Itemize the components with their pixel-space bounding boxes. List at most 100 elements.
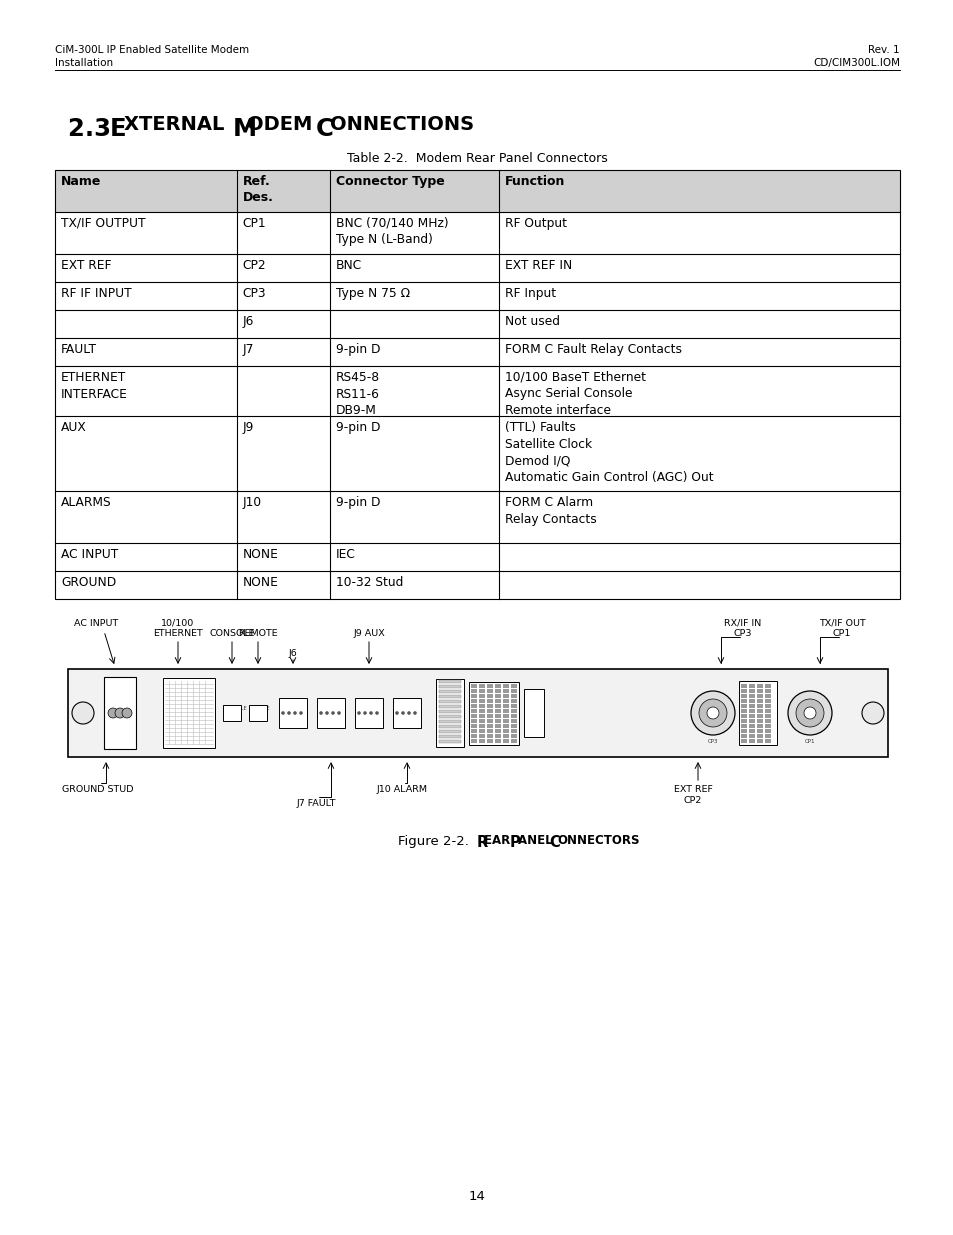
Bar (478, 688, 484, 693)
Circle shape (413, 711, 416, 715)
Text: CP3: CP3 (242, 287, 266, 300)
Text: TX/IF OUTPUT: TX/IF OUTPUT (61, 217, 146, 230)
Bar (478, 739, 484, 742)
Bar (478, 694, 484, 698)
Bar (471, 739, 476, 742)
Text: CP2: CP2 (242, 259, 266, 272)
Bar (502, 724, 509, 727)
Bar (764, 709, 770, 713)
Bar (478, 724, 484, 727)
Bar (764, 734, 770, 737)
Bar (438, 700, 460, 703)
Circle shape (356, 711, 360, 715)
Bar (486, 719, 493, 722)
Text: NONE: NONE (242, 548, 278, 561)
Bar (757, 688, 762, 693)
Text: XTERNAL: XTERNAL (124, 116, 231, 135)
Bar (486, 683, 493, 688)
Text: Ref.
Des.: Ref. Des. (242, 175, 274, 204)
Bar (471, 719, 476, 722)
Circle shape (706, 706, 719, 719)
Bar (764, 714, 770, 718)
Bar (739, 680, 776, 745)
Bar (502, 739, 509, 742)
Bar (495, 709, 500, 713)
Bar (502, 714, 509, 718)
Circle shape (299, 711, 302, 715)
Bar (163, 678, 214, 748)
Bar (438, 725, 460, 727)
Bar (757, 704, 762, 708)
Bar (764, 704, 770, 708)
Circle shape (407, 711, 411, 715)
Text: J9: J9 (242, 421, 253, 433)
Bar (757, 699, 762, 703)
Bar (55, 212, 899, 254)
Text: GROUND: GROUND (61, 576, 116, 589)
Bar (55, 571, 899, 599)
Text: BNC: BNC (335, 259, 361, 272)
Bar (55, 416, 899, 492)
Bar (495, 683, 500, 688)
Bar (748, 739, 754, 742)
Bar (438, 740, 460, 743)
Bar (740, 734, 746, 737)
Bar (523, 689, 543, 737)
Bar (511, 729, 517, 732)
Text: Installation: Installation (55, 58, 113, 68)
Bar (748, 729, 754, 732)
Bar (740, 704, 746, 708)
Text: TX/IF OUT: TX/IF OUT (818, 619, 864, 629)
Bar (495, 694, 500, 698)
Bar (438, 710, 460, 713)
Bar (757, 724, 762, 727)
Text: Rev. 1: Rev. 1 (867, 44, 899, 56)
Circle shape (325, 711, 329, 715)
Text: J9 AUX: J9 AUX (353, 629, 384, 638)
Bar (478, 714, 484, 718)
Bar (55, 310, 899, 338)
Bar (757, 683, 762, 688)
Circle shape (787, 692, 831, 735)
Bar (478, 699, 484, 703)
Bar (55, 170, 899, 212)
Text: Figure 2-2.: Figure 2-2. (397, 835, 476, 848)
Bar (478, 683, 484, 688)
Bar (748, 724, 754, 727)
Text: FORM C Alarm
Relay Contacts: FORM C Alarm Relay Contacts (504, 496, 596, 526)
Bar (486, 714, 493, 718)
Circle shape (293, 711, 296, 715)
Bar (764, 739, 770, 742)
Text: Not used: Not used (504, 315, 559, 329)
Text: J6: J6 (289, 650, 297, 658)
Bar (764, 729, 770, 732)
Text: FAULT: FAULT (61, 343, 97, 356)
Bar (748, 683, 754, 688)
Bar (478, 729, 484, 732)
Text: Type N 75 Ω: Type N 75 Ω (335, 287, 410, 300)
Text: CD/CIM300L.IOM: CD/CIM300L.IOM (812, 58, 899, 68)
Bar (511, 719, 517, 722)
Bar (748, 699, 754, 703)
Text: ETHERNET
INTERFACE: ETHERNET INTERFACE (61, 370, 128, 400)
Text: J6: J6 (242, 315, 253, 329)
Text: Function: Function (504, 175, 564, 188)
Circle shape (395, 711, 398, 715)
Text: 10/100
ETHERNET: 10/100 ETHERNET (165, 680, 193, 692)
Bar (471, 699, 476, 703)
Bar (249, 705, 267, 721)
Text: 14: 14 (468, 1191, 485, 1203)
Bar (495, 729, 500, 732)
Text: GROUND STUD: GROUND STUD (62, 785, 133, 794)
Bar (355, 698, 382, 727)
Circle shape (401, 711, 404, 715)
Text: NONE: NONE (242, 576, 278, 589)
Bar (486, 729, 493, 732)
Text: P: P (510, 835, 520, 850)
Bar (502, 688, 509, 693)
Bar (740, 719, 746, 722)
Bar (511, 688, 517, 693)
Text: CP2: CP2 (683, 797, 701, 805)
Text: E: E (110, 117, 127, 141)
Bar (438, 705, 460, 708)
